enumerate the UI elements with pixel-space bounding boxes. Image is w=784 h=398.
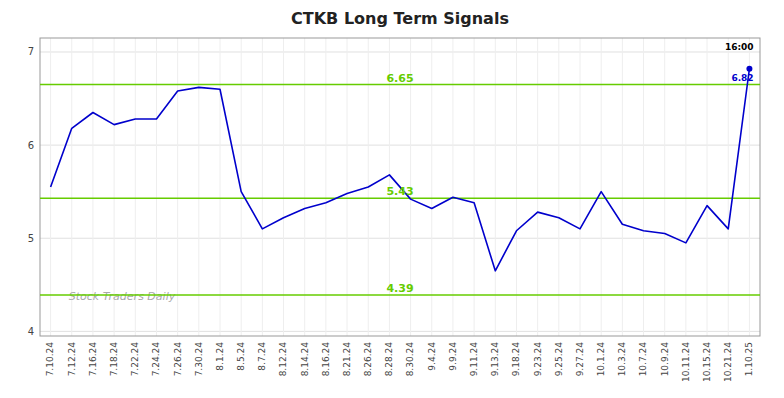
- y-tick-label: 6: [28, 140, 34, 151]
- x-tick-label: 7.12.24: [67, 342, 77, 377]
- title: CTKB Long Term Signals: [291, 9, 509, 28]
- x-tick-label: 10.11.24: [681, 342, 691, 382]
- x-tick-label: 7.16.24: [88, 342, 98, 377]
- x-tick-label: 9.23.24: [533, 342, 543, 377]
- x-tick-label: 8.30.24: [405, 342, 415, 377]
- grid-line: [198, 38, 199, 336]
- grid-line: [622, 38, 623, 336]
- grid-line: [220, 38, 221, 336]
- grid-line: [707, 38, 708, 336]
- plot-frame: [40, 38, 760, 336]
- x-tick-label: 8.7.24: [257, 342, 267, 371]
- grid-line: [558, 38, 559, 336]
- x-tick-label: 8.21.24: [342, 342, 352, 377]
- reference-label: 4.39: [386, 282, 413, 295]
- x-tick-label: 1.10.25: [744, 342, 754, 376]
- grid-line: [495, 38, 496, 336]
- x-tick-label: 9.9.24: [448, 342, 458, 371]
- x-tick-label: 9.18.24: [511, 342, 521, 377]
- line: [51, 69, 750, 271]
- grid-line: [516, 38, 517, 336]
- x-tick-label: 9.27.24: [575, 342, 585, 377]
- x-tick-label: 8.14.24: [300, 342, 310, 377]
- x-tick-label: 7.10.24: [45, 342, 55, 377]
- x-tick-label: 10.1.24: [596, 342, 606, 377]
- grid-line: [347, 38, 348, 336]
- grid-line: [304, 38, 305, 336]
- grid-line: [452, 38, 453, 336]
- x-tick-label: 8.16.24: [321, 342, 331, 377]
- grid-line: [728, 38, 729, 336]
- x-tick-label: 9.11.24: [469, 342, 479, 377]
- grid-line: [537, 38, 538, 336]
- grid-line: [177, 38, 178, 336]
- grid-line: [474, 38, 475, 336]
- grid-line: [283, 38, 284, 336]
- y-tick-label: 4: [28, 326, 34, 337]
- annotation: 16:00: [725, 42, 754, 52]
- grid-line: [325, 38, 326, 336]
- grid-line: [431, 38, 432, 336]
- x-tick-label: 10.7.24: [638, 342, 648, 377]
- x-tick-label: 8.5.24: [236, 342, 246, 371]
- grid: [40, 38, 760, 336]
- x-tick-label: 7.26.24: [173, 342, 183, 377]
- grid-line: [664, 38, 665, 336]
- grid-line: [601, 38, 602, 336]
- grid-line: [40, 145, 760, 146]
- chart: CTKB Long Term Signals 4 5 6 7 7.10.24 7.12.24…: [0, 0, 784, 398]
- annotation: 6.82: [731, 73, 753, 83]
- reference-label: 5.43: [386, 185, 413, 198]
- plot-area: [40, 66, 760, 295]
- last-point: [746, 66, 752, 72]
- grid-line: [262, 38, 263, 336]
- x-tick-label: 10.15.24: [702, 342, 712, 382]
- reference-label: 6.65: [386, 72, 413, 85]
- grid-line: [643, 38, 644, 336]
- x-tick-label: 10.9.24: [660, 342, 670, 377]
- x-tick-label: 9.13.24: [490, 342, 500, 377]
- watermark: Stock Traders Daily: [69, 290, 176, 303]
- x-tick-label: 7.30.24: [194, 342, 204, 377]
- x-tick-label: 7.22.24: [130, 342, 140, 377]
- y-tick-label: 5: [28, 233, 34, 244]
- grid-line: [40, 331, 760, 332]
- x-tick-label: 8.12.24: [278, 342, 288, 377]
- grid-line: [40, 238, 760, 239]
- grid-line: [685, 38, 686, 336]
- x-tick-label: 7.24.24: [151, 342, 161, 377]
- x-tick-label: 10.21.24: [723, 342, 733, 382]
- x-tick-label: 8.28.24: [384, 342, 394, 377]
- x-tick-label: 9.25.24: [554, 342, 564, 377]
- grid-line: [580, 38, 581, 336]
- x-tick-label: 7.18.24: [109, 342, 119, 377]
- x-tick-label: 10.3.24: [617, 342, 627, 377]
- grid-line: [40, 51, 760, 52]
- x-tick-label: 9.4.24: [427, 342, 437, 371]
- x-tick-label: 8.26.24: [363, 342, 373, 377]
- x-tick-label: 8.1.24: [215, 342, 225, 371]
- y-tick-label: 7: [28, 46, 34, 57]
